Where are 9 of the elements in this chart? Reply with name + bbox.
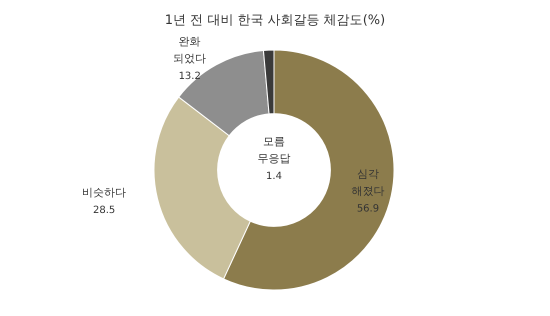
slice-label: 모름 무응답 <box>258 135 290 165</box>
data-label: 28.5 <box>92 205 116 216</box>
data-label: 13.2 <box>178 70 201 82</box>
data-label: 1.4 <box>266 171 282 182</box>
slice-label: 비슷하다 <box>82 186 126 200</box>
chart-title: 1년 전 대비 한국 사회갈등 체감도(%) <box>164 13 386 28</box>
slice-label: 심각 해졌다 <box>351 168 384 198</box>
slice-label: 완화 되었다 <box>173 34 206 65</box>
data-label: 56.9 <box>356 204 380 215</box>
